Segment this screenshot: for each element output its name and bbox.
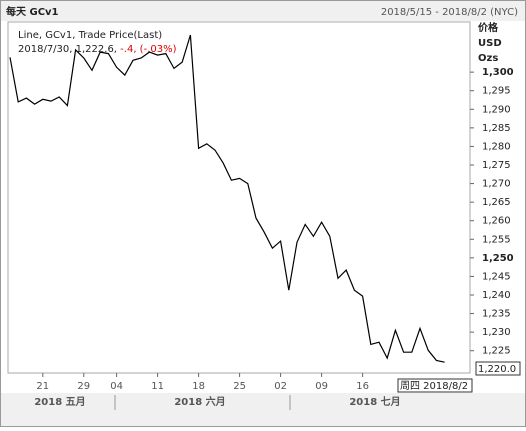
month-label: 2018 六月	[174, 395, 225, 408]
y-tick-label: 1,280	[482, 141, 511, 152]
y-axis-header: 价格	[478, 21, 499, 34]
chart-title: 每天 GCv1	[6, 5, 59, 18]
last-price-label: 1,220.0	[478, 364, 516, 375]
y-tick-label: 1,275	[482, 160, 511, 171]
cursor-label: 周四 2018/8/2	[400, 380, 468, 392]
y-tick-label: 1,230	[482, 327, 511, 338]
x-tick-label: 09	[315, 381, 328, 392]
y-tick-label: 1,235	[482, 309, 511, 320]
legend-line2: 2018/7/30, 1,222.6,	[18, 44, 120, 55]
month-bar	[1, 393, 525, 426]
x-tick-label: 16	[356, 381, 369, 392]
y-tick-label: 1,255	[482, 234, 511, 245]
cursor-box	[397, 378, 473, 393]
y-axis-header: USD	[478, 38, 502, 49]
y-tick-label: 1,295	[482, 86, 511, 97]
x-tick-label: 21	[36, 381, 49, 392]
date-range: 2018/5/15 - 2018/8/2 (NYC)	[381, 7, 518, 18]
y-tick-label: 1,245	[482, 271, 511, 282]
y-tick-label: 1,290	[482, 104, 511, 115]
y-tick-label: 1,225	[482, 346, 511, 357]
x-tick-label: 04	[110, 381, 123, 392]
x-tick-label: 25	[233, 381, 246, 392]
y-tick-label: 1,265	[482, 197, 511, 208]
legend-values: 2018/7/30, 1,222.6, -.4, (-.03%)	[18, 44, 177, 55]
y-tick-label: 1,240	[482, 290, 511, 301]
last-price-box	[475, 361, 521, 376]
x-tick-label: 02	[274, 381, 287, 392]
x-tick-label: 18	[192, 381, 205, 392]
month-label: 2018 五月	[34, 396, 85, 408]
y-tick-label: 1,285	[482, 123, 511, 134]
y-tick-label: 1,300	[482, 67, 514, 78]
plot-area	[7, 21, 471, 374]
y-tick-label: 1,250	[482, 253, 514, 264]
y-axis-header: Ozs	[478, 53, 498, 64]
title-bar	[1, 1, 525, 21]
month-label: 2018 七月	[349, 395, 400, 408]
legend-title: Line, GCv1, Trade Price(Last)	[18, 30, 162, 41]
x-tick-label: 11	[151, 381, 164, 392]
legend-change: -.4, (-.03%)	[120, 44, 176, 55]
price-line	[9, 34, 445, 363]
y-tick-label: 1,260	[482, 216, 511, 227]
x-tick-label: 29	[77, 381, 90, 392]
y-tick-label: 1,270	[482, 179, 511, 190]
